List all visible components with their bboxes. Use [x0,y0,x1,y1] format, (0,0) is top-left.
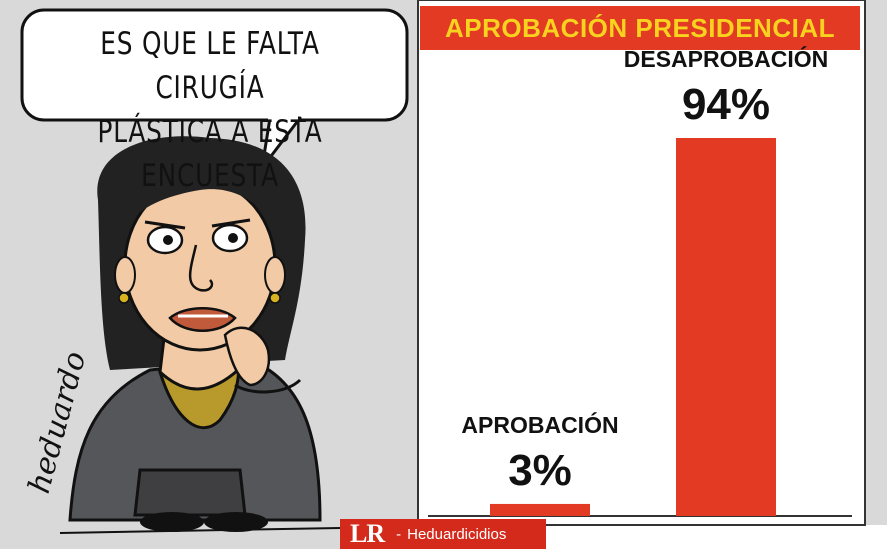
credit-separator: - [396,525,402,543]
speech-line-2: PLÁSTICA A ESTA ENCUESTA [97,114,323,194]
woman-character [59,136,341,534]
value-label-desaprobacion: 94% [681,80,771,129]
category-label-aprobacion: APROBACIÓN [461,411,619,438]
value-label-aprobacion: 3% [508,445,572,495]
chart-title: APROBACIÓN PRESIDENCIAL [420,6,860,50]
category-label-desaprobacion: DESAPROBACIÓN [623,46,829,72]
bar-desaprobacion [676,138,776,516]
bar-aprobacion [490,503,590,516]
chart-panel [417,0,866,526]
speech-line-1: ES QUE LE FALTA CIRUGÍA [100,26,320,106]
credit-author: Heduardicidios [407,525,507,543]
lr-logo: LR [350,519,385,548]
credit-band: LR - Heduardicidios [340,519,546,549]
speech-text: ES QUE LE FALTA CIRUGÍA PLÁSTICA A ESTA … [74,22,346,198]
right-margin [866,0,887,525]
